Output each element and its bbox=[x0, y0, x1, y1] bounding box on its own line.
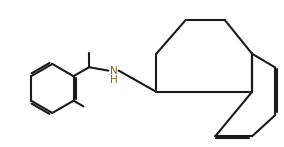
Text: H: H bbox=[110, 75, 118, 85]
Text: N: N bbox=[110, 66, 118, 76]
